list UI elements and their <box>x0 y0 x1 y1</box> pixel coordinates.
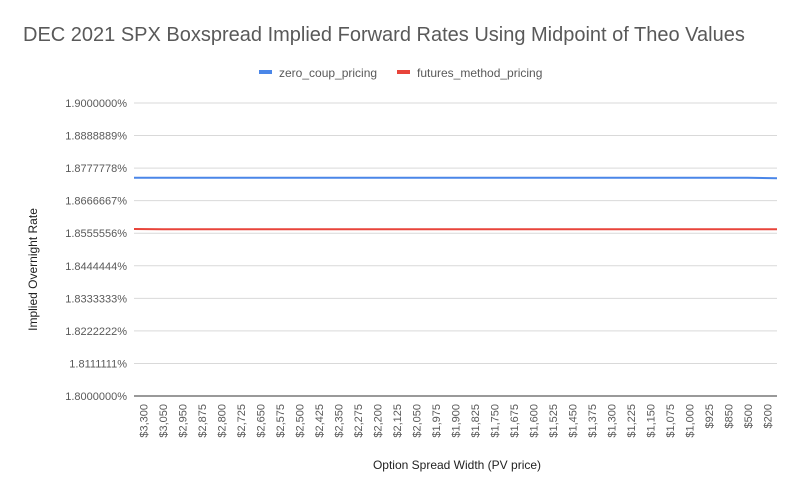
x-tick-label: $1,525 <box>548 404 560 438</box>
y-tick-label: 1.8666667% <box>65 196 127 208</box>
x-tick-label: $1,825 <box>470 404 482 438</box>
x-tick-label: $1,300 <box>606 404 618 438</box>
x-tick-label: $1,450 <box>567 404 579 438</box>
y-tick-label: 1.8555556% <box>65 228 127 240</box>
y-tick-label: 1.8222222% <box>65 326 127 338</box>
legend-label: zero_coup_pricing <box>279 66 377 80</box>
x-tick-label: $2,500 <box>295 404 307 438</box>
legend: zero_coup_pricing futures_method_pricing <box>259 66 542 80</box>
series-lines <box>133 176 778 231</box>
x-tick-label: $1,375 <box>587 404 599 438</box>
x-tick-label: $1,975 <box>431 404 443 438</box>
x-tick-label: $1,150 <box>645 404 657 438</box>
y-tick-label: 1.9000000% <box>65 98 127 110</box>
legend-swatch <box>259 70 272 74</box>
x-tick-label: $2,575 <box>275 404 287 438</box>
x-tick-label: $2,425 <box>314 404 326 438</box>
x-tick-label: $1,675 <box>509 404 521 438</box>
x-tick-label: $2,350 <box>334 404 346 438</box>
legend-swatch <box>397 70 410 74</box>
y-axis-ticks: 1.8000000% 1.8111111% 1.8222222% 1.8333333%… <box>65 98 127 403</box>
x-tick-label: $850 <box>723 404 735 428</box>
x-tick-label: $1,225 <box>626 404 638 438</box>
x-tick-label: $2,800 <box>217 404 229 438</box>
x-tick-label: $1,750 <box>489 404 501 438</box>
y-tick-label: 1.8333333% <box>65 293 127 305</box>
y-axis-title: Implied Overnight Rate <box>26 208 40 331</box>
x-tick-label: $500 <box>743 404 755 428</box>
y-tick-label: 1.8444444% <box>65 261 127 273</box>
series-line-zero-coup-pricing <box>134 176 778 180</box>
x-tick-label: $2,950 <box>178 404 190 438</box>
y-tick-label: 1.8111111% <box>69 358 127 370</box>
x-tick-label: $1,000 <box>684 404 696 438</box>
x-tick-label: $2,725 <box>236 404 248 438</box>
x-tick-label: $3,300 <box>139 404 151 438</box>
x-tick-label: $2,050 <box>412 404 424 438</box>
x-tick-label: $1,600 <box>528 404 540 438</box>
x-tick-label: $2,200 <box>373 404 385 438</box>
x-tick-label: $3,050 <box>158 404 170 438</box>
x-tick-label: $925 <box>704 404 716 428</box>
y-tick-label: 1.8000000% <box>65 391 127 403</box>
x-tick-label: $200 <box>762 404 774 428</box>
x-tick-label: $1,900 <box>451 404 463 438</box>
x-tick-label: $2,875 <box>197 404 209 438</box>
chart-title: DEC 2021 SPX Boxspread Implied Forward R… <box>23 24 745 46</box>
y-tick-label: 1.8777778% <box>65 163 127 175</box>
gridlines <box>134 102 777 397</box>
x-tick-label: $2,125 <box>392 404 404 438</box>
x-tick-label: $2,275 <box>353 404 365 438</box>
x-tick-label: $2,650 <box>256 404 268 438</box>
x-tick-label: $1,075 <box>665 404 677 438</box>
legend-label: futures_method_pricing <box>417 66 542 80</box>
y-tick-label: 1.8888889% <box>65 131 127 143</box>
x-axis-ticks: $3,300 $3,050 $2,950 $2,875 $2,800 $2,725 $2,6… <box>139 404 775 438</box>
x-axis-title: Option Spread Width (PV price) <box>373 458 541 472</box>
